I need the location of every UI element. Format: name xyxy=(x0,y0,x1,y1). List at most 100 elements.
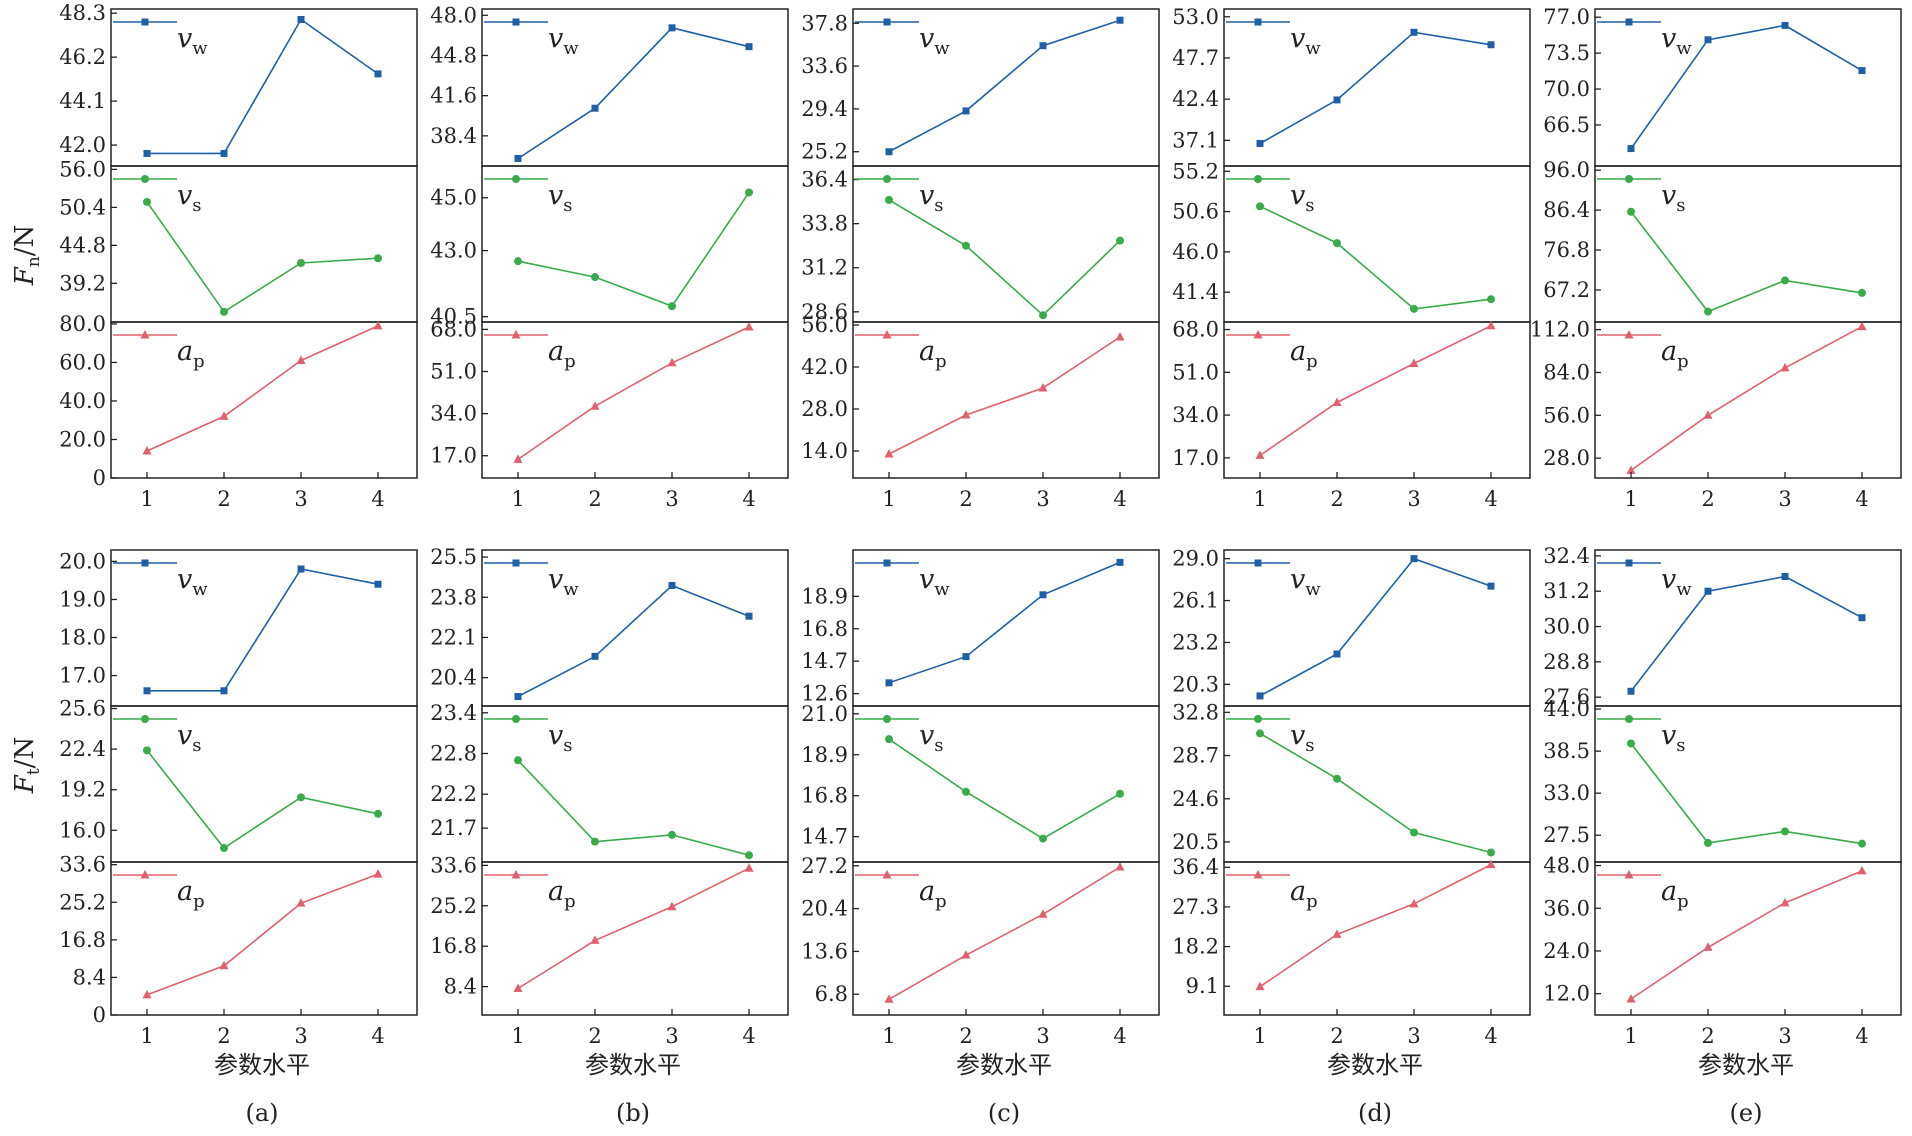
y-tick-label: 42.4 xyxy=(1172,87,1219,111)
y-tick-label: 33.6 xyxy=(430,853,477,877)
data-point xyxy=(961,950,971,959)
y-tick-label: 9.1 xyxy=(1186,974,1219,998)
y-tick-label: 0 xyxy=(93,466,106,490)
y-tick-label: 24.6 xyxy=(1172,787,1219,811)
x-tick-label: 3 xyxy=(1407,487,1420,511)
panel-frame xyxy=(852,705,1160,863)
data-point xyxy=(374,254,382,263)
data-point xyxy=(1116,558,1124,566)
data-point xyxy=(1626,465,1636,474)
y-tick-label: 25.5 xyxy=(430,545,477,569)
y-tick-label: 27.5 xyxy=(1543,823,1590,847)
y-tick-label: 25.6 xyxy=(59,697,106,721)
panel-vs: 67.2 76.8 86.4 96.0 vs xyxy=(1543,158,1902,323)
y-tick-label: 40.0 xyxy=(59,389,106,413)
y-tick-label: 18.2 xyxy=(1172,935,1219,959)
caption-d: (d) xyxy=(1358,1099,1392,1127)
x-tick-label: 1 xyxy=(511,487,524,511)
y-tick-label: 12.0 xyxy=(1543,982,1590,1006)
data-point xyxy=(514,693,522,701)
data-point xyxy=(374,809,382,818)
data-point xyxy=(1780,897,1790,907)
legend-label-vw: vw xyxy=(919,564,950,600)
y-tick-label: 16.8 xyxy=(59,928,106,952)
data-point xyxy=(296,898,306,907)
panel-ap: 6.8 13.6 20.4 27.2 ap xyxy=(801,854,1160,1016)
panel-frame xyxy=(110,321,418,479)
panel-ap: 14.0 28.0 42.0 56.0 ap xyxy=(801,313,1160,479)
data-point xyxy=(591,104,599,112)
y-tick-label: 48.3 xyxy=(59,1,106,25)
data-point xyxy=(1781,827,1789,836)
data-point xyxy=(745,188,753,197)
y-tick-label: 36.4 xyxy=(1172,855,1219,879)
data-point xyxy=(514,257,522,266)
series-line-vs xyxy=(517,759,750,856)
x-tick-label: 4 xyxy=(1113,1024,1126,1048)
data-point xyxy=(374,70,382,78)
panel-ap: 0 20.0 40.0 60.0 80.0 ap xyxy=(59,312,418,490)
data-point xyxy=(1704,307,1712,316)
data-point xyxy=(1781,276,1789,285)
data-point xyxy=(1704,36,1712,44)
legend-marker xyxy=(141,175,149,183)
y-tick-label: 73.5 xyxy=(1543,41,1590,65)
data-point xyxy=(1038,909,1048,918)
y-tick-label: 41.6 xyxy=(430,84,477,108)
data-point xyxy=(1858,614,1866,622)
series-line-ap xyxy=(517,326,750,461)
legend-label-vs: vs xyxy=(548,720,573,756)
data-point xyxy=(297,15,305,23)
y-tick-label: 29.4 xyxy=(801,97,848,121)
data-point xyxy=(1626,993,1636,1003)
x-tick-label: 3 xyxy=(294,487,307,511)
y-tick-label: 86.4 xyxy=(1543,198,1590,222)
data-point xyxy=(1255,450,1265,459)
panel-vw: 27.6 28.8 30.0 31.2 32.4 vw xyxy=(1543,544,1902,709)
data-point xyxy=(373,869,383,878)
data-point xyxy=(1858,288,1866,297)
y-tick-label: 32.4 xyxy=(1543,544,1590,568)
data-point xyxy=(1627,687,1635,695)
y-tick-label: 34.0 xyxy=(430,402,477,426)
panel-frame xyxy=(110,705,418,863)
y-tick-label: 22.4 xyxy=(59,737,106,761)
legend-marker xyxy=(1624,330,1634,339)
panel-vw: 66.5 70.0 73.5 77.0 vw xyxy=(1543,5,1902,167)
data-point xyxy=(1781,21,1789,29)
legend-label-ap: ap xyxy=(177,336,205,372)
x-tick-label: 2 xyxy=(217,487,230,511)
data-point xyxy=(220,307,228,316)
y-tick-label: 112.0 xyxy=(1530,318,1590,342)
data-point xyxy=(1255,981,1265,991)
y-tick-label: 18.0 xyxy=(59,626,106,650)
legend-label-ap: ap xyxy=(1661,876,1689,912)
legend-marker xyxy=(1253,330,1263,339)
series-line-ap xyxy=(146,873,379,996)
y-tick-label: 43.0 xyxy=(430,239,477,263)
data-point xyxy=(1857,321,1867,331)
x-tick-label: 2 xyxy=(588,1024,601,1048)
data-point xyxy=(1256,202,1264,211)
data-point xyxy=(1780,362,1790,372)
y-tick-label: 8.4 xyxy=(73,965,106,989)
data-point xyxy=(1486,320,1496,330)
data-point xyxy=(1256,139,1264,147)
data-point xyxy=(1333,650,1341,658)
series-line-ap xyxy=(888,336,1121,455)
data-point xyxy=(744,321,754,331)
y-tick-label: 27.2 xyxy=(801,854,848,878)
x-tick-label: 1 xyxy=(882,487,895,511)
data-point xyxy=(514,756,522,765)
series-line-vs xyxy=(146,749,379,850)
y-tick-label: 36.0 xyxy=(1543,896,1590,920)
data-point xyxy=(1116,789,1124,798)
data-point xyxy=(1333,239,1341,248)
y-tick-label: 44.8 xyxy=(430,43,477,67)
y-tick-label: 18.9 xyxy=(801,743,848,767)
data-point xyxy=(1039,591,1047,599)
data-point xyxy=(220,149,228,157)
caption-e: (e) xyxy=(1730,1099,1763,1127)
data-point xyxy=(1409,358,1419,368)
y-tick-label: 23.4 xyxy=(430,701,477,725)
